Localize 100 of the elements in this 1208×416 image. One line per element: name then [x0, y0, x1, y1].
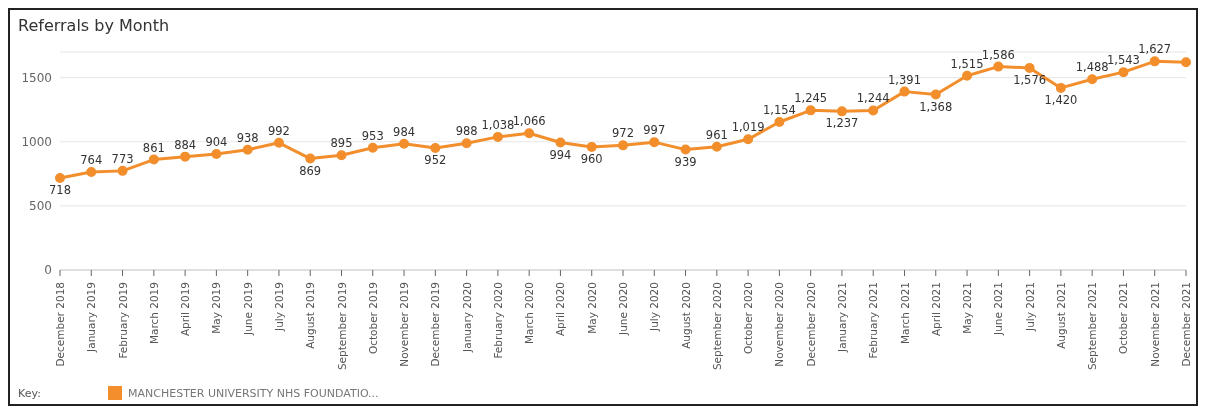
- x-tick-label: September 2021: [1086, 282, 1099, 371]
- point: [86, 167, 97, 178]
- data-label: 1,420: [1044, 92, 1078, 107]
- data-label: 994: [549, 147, 572, 162]
- data-label: 1,038: [481, 117, 515, 132]
- x-tick-label: May 2020: [585, 282, 598, 334]
- point: [1181, 57, 1191, 68]
- data-label: 938: [236, 130, 259, 145]
- data-label: 1,515: [950, 56, 984, 71]
- point: [743, 134, 754, 145]
- point: [211, 149, 222, 160]
- x-tick-label: December 2018: [54, 282, 66, 367]
- data-label: 939: [674, 154, 697, 169]
- x-tick-label: February 2021: [867, 282, 880, 359]
- data-label: 952: [424, 152, 447, 167]
- data-label: 1,244: [856, 91, 890, 106]
- point: [492, 131, 503, 142]
- point: [711, 141, 722, 152]
- data-label: 997: [643, 123, 666, 138]
- point: [993, 61, 1004, 72]
- point: [55, 172, 65, 183]
- data-label: 1,391: [888, 72, 921, 87]
- x-tick-label: April 2019: [179, 282, 192, 337]
- data-label: 718: [49, 182, 71, 197]
- legend-title: Key:: [18, 386, 42, 400]
- x-tick-label: November 2019: [398, 282, 411, 367]
- x-tick-label: March 2020: [523, 282, 536, 345]
- x-tick-label: July 2020: [648, 282, 661, 332]
- data-label: 992: [267, 123, 290, 138]
- legend-label: MANCHESTER UNIVERSITY NHS FOUNDATIO...: [128, 386, 379, 400]
- point: [430, 142, 441, 153]
- chart-title: Referrals by Month: [17, 15, 171, 37]
- x-tick-label: December 2019: [429, 282, 442, 367]
- x-tick-label: August 2020: [679, 282, 692, 349]
- data-label: 1,627: [1138, 42, 1172, 57]
- point: [1087, 74, 1098, 85]
- x-tick-label: November 2021: [1148, 282, 1161, 367]
- data-label: 984: [393, 124, 416, 139]
- data-label: 861: [142, 140, 165, 155]
- y-tick-label: 1000: [21, 135, 52, 150]
- y-tick-label: 1500: [21, 70, 52, 85]
- point: [336, 150, 347, 161]
- x-tick-label: December 2020: [804, 282, 817, 367]
- point: [836, 106, 847, 117]
- data-label: 1,019: [731, 120, 765, 135]
- point: [962, 70, 973, 81]
- data-label: 895: [330, 136, 353, 151]
- x-tick-label: October 2019: [366, 282, 379, 355]
- data-label: 1,368: [919, 99, 953, 114]
- data-label: 1,488: [1075, 60, 1109, 75]
- point: [1149, 56, 1160, 67]
- x-tick-label: September 2019: [335, 282, 348, 371]
- point: [1118, 67, 1129, 78]
- point: [805, 105, 816, 116]
- x-tick-label: June 2019: [241, 282, 254, 336]
- point: [367, 142, 378, 153]
- x-tick-label: February 2020: [491, 282, 504, 359]
- data-label: 988: [455, 124, 478, 139]
- x-tick-label: October 2020: [742, 282, 755, 355]
- point: [1024, 62, 1035, 73]
- x-tick-label: July 2019: [272, 282, 285, 332]
- x-tick-label: June 2021: [992, 282, 1005, 336]
- x-tick-label: December 2021: [1180, 282, 1192, 367]
- data-label: 904: [205, 135, 228, 150]
- data-label: 1,237: [825, 116, 859, 131]
- data-label: 1,586: [981, 47, 1015, 62]
- point: [774, 117, 785, 128]
- point: [117, 165, 128, 176]
- point: [1055, 82, 1066, 93]
- x-tick-label: March 2021: [898, 282, 911, 345]
- x-tick-label: April 2020: [554, 282, 567, 337]
- point: [930, 89, 941, 100]
- data-label: 773: [111, 151, 134, 166]
- x-tick-label: January 2021: [835, 282, 848, 353]
- data-label: 1,245: [794, 91, 828, 106]
- point: [899, 86, 910, 97]
- point: [399, 138, 410, 149]
- y-tick-label: 500: [29, 199, 52, 214]
- x-tick-label: July 2021: [1023, 282, 1036, 332]
- point: [305, 153, 316, 164]
- data-label: 961: [705, 127, 728, 142]
- data-label: 1,154: [762, 103, 796, 118]
- point: [461, 138, 472, 149]
- x-tick-label: June 2020: [617, 282, 629, 336]
- y-tick-label: 0: [44, 263, 52, 278]
- point: [148, 154, 159, 165]
- data-label: 869: [299, 163, 322, 178]
- data-label: 960: [580, 151, 603, 166]
- x-tick-label: September 2020: [710, 282, 723, 371]
- x-tick-label: March 2019: [147, 282, 160, 345]
- data-label: 1,576: [1013, 72, 1047, 87]
- point: [618, 140, 628, 151]
- point: [180, 151, 191, 162]
- point: [242, 144, 253, 155]
- x-tick-label: August 2019: [304, 282, 317, 349]
- x-tick-label: May 2019: [210, 282, 223, 334]
- x-tick-label: January 2019: [85, 282, 98, 353]
- x-tick-label: May 2021: [961, 282, 974, 334]
- data-label: 884: [174, 137, 197, 152]
- data-label: 764: [80, 153, 103, 168]
